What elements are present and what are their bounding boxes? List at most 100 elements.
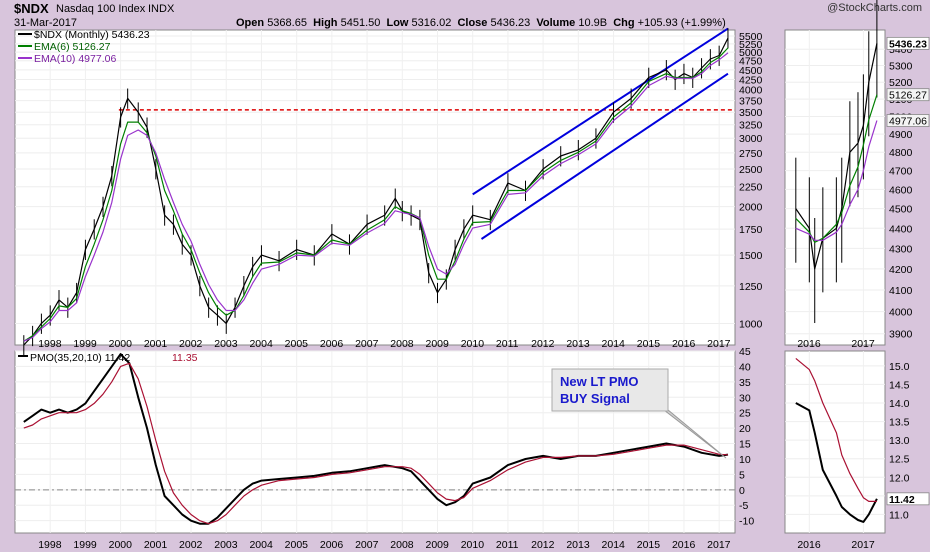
x-tick-label: 2009 [425,338,449,350]
pmo-legend: PMO(35,20,10) 11.42 11.35 [18,352,198,364]
legend-ema6-label: EMA(6) 5126.27 [34,41,111,53]
y-tick-label: 45 [739,346,751,358]
y-tick-label: 5 [739,469,745,481]
y-tick-label: 3500 [739,107,763,119]
x-tick-label: 2009 [425,539,449,551]
x-tick-label: 2004 [249,338,273,350]
chart-date: 31-Mar-2017 [14,17,77,29]
value-tag-label: 4977.06 [889,116,927,128]
x-tick-label: 2007 [355,539,379,551]
x-tick-label: 2010 [461,539,485,551]
x-tick-label: 2010 [461,338,485,350]
price-legend: $NDX (Monthly) 5436.23 EMA(6) 5126.27 EM… [18,29,150,65]
x-tick-label: 2016 [797,338,821,350]
y-tick-label: 5300 [889,61,913,73]
y-tick-label: -5 [739,500,748,512]
stockcharts-logo: @StockCharts.com [827,2,922,14]
x-tick-label: 2002 [179,338,203,350]
y-tick-label: 5250 [739,39,763,51]
y-tick-label: 25 [739,408,751,420]
series-line [23,52,729,342]
y-tick-label: 4100 [889,285,913,297]
y-tick-label: 1000 [739,318,763,330]
y-tick-label: 12.5 [889,454,910,466]
y-tick-label: 2000 [739,202,763,214]
value-tag-label: 5126.27 [889,90,927,102]
y-tick-label: 13.5 [889,417,910,429]
y-tick-label: 3900 [889,329,913,341]
volume-value: 10.9B [578,17,608,29]
series-line [23,353,729,525]
x-tick-label: 2015 [637,539,661,551]
x-tick-label: 2001 [144,539,168,551]
value-tag [886,114,930,127]
x-tick-label: 2000 [109,338,133,350]
y-tick-label: 4500 [889,204,913,216]
legend-price-swatch [18,33,32,35]
x-tick-label: 2005 [285,539,309,551]
x-tick-label: 2016 [797,539,821,551]
channel-lower-line [480,72,729,240]
x-tick-label: 2016 [672,338,696,350]
y-tick-label: 4000 [739,85,763,97]
x-tick-label: 2017 [707,539,731,551]
open-value: 5368.65 [267,17,307,29]
y-tick-label: 1750 [739,224,763,236]
x-tick-label: 2005 [285,338,309,350]
y-tick-label: 4800 [889,147,913,159]
y-tick-label: 35 [739,377,751,389]
y-tick-label: -10 [739,516,754,528]
y-tick-label: 4750 [739,56,763,68]
x-tick-label: 1998 [38,539,62,551]
x-tick-label: 2014 [602,539,626,551]
y-tick-label: 15.0 [889,361,910,373]
value-tag [886,36,930,50]
y-tick-label: 13.0 [889,435,910,447]
price-panel [14,29,736,346]
channel-upper-line [472,27,729,196]
legend-ema6-swatch [18,45,32,47]
y-tick-label: 3000 [739,133,763,145]
y-tick-label: 10 [739,454,751,466]
value-tag-label: 11.42 [889,494,915,506]
legend-price-label: $NDX (Monthly) 5436.23 [34,29,150,41]
low-label: Low [386,17,409,29]
y-tick-label: 30 [739,392,751,404]
y-tick-label: 4300 [889,243,913,255]
callout-line-1: New LT PMO [560,374,638,389]
y-tick-label: 5500 [739,31,763,43]
value-tag-label: 5436.23 [889,38,927,50]
low-value: 5316.02 [411,17,452,29]
series-line [795,402,878,523]
pmo-zoom-panel [784,350,886,534]
chart-exchange: INDX [148,3,175,15]
ohlc-bar: Open 5368.65 High 5451.50 Low 5316.02 Cl… [236,17,726,29]
y-tick-label: 40 [739,361,751,373]
y-tick-label: 20 [739,423,751,435]
y-tick-label: 5000 [739,47,763,59]
x-tick-label: 2011 [496,539,519,551]
series-line [795,120,878,241]
legend-ema10-label: EMA(10) 4977.06 [34,53,116,65]
chg-label: Chg [613,17,635,29]
y-tick-label: 4400 [889,223,913,235]
volume-label: Volume [536,17,576,29]
y-tick-label: 11.0 [889,509,909,521]
y-tick-label: 1500 [739,250,763,262]
y-tick-label: 14.0 [889,398,910,410]
y-tick-label: 4600 [889,184,913,196]
y-tick-label: 4500 [739,65,763,77]
y-tick-label: 3750 [739,96,763,108]
y-tick-label: 4700 [889,166,913,178]
x-tick-label: 2013 [566,338,590,350]
series-line [23,362,729,525]
close-label: Close [457,17,488,29]
callout-line-2: BUY Signal [560,391,630,406]
x-tick-label: 2016 [672,539,696,551]
y-tick-label: 12.0 [889,472,910,484]
callout-box [551,368,669,412]
chart-symbol: $NDX [14,1,49,16]
x-tick-label: 2012 [531,539,555,551]
series-line [795,357,877,502]
x-tick-label: 1999 [73,539,97,551]
